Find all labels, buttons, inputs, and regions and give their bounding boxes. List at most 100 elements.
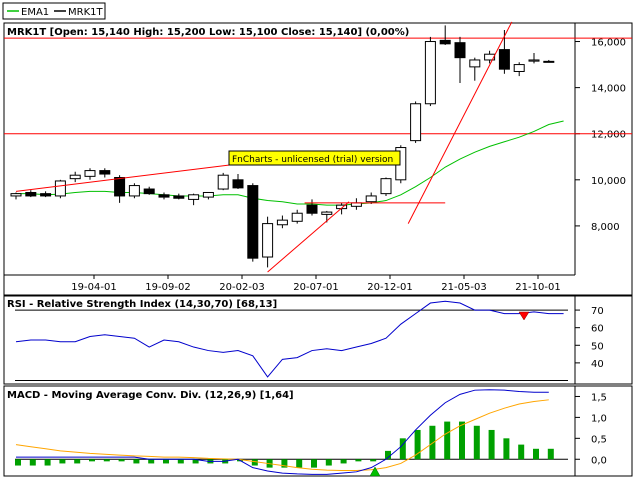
candle-body	[498, 49, 510, 70]
rsi-y-tick-label: 50	[591, 341, 604, 352]
macd-histogram-bar	[503, 438, 510, 460]
macd-histogram-bar	[488, 429, 495, 460]
macd-signal-line	[15, 399, 549, 472]
candle-body	[25, 191, 37, 197]
candle-body	[291, 212, 303, 222]
buy-signal-marker	[369, 466, 381, 477]
macd-panel-title: MACD - Moving Average Conv. Div. (12,26,…	[7, 390, 294, 401]
candle-body	[380, 178, 392, 195]
candle-body	[484, 53, 496, 61]
macd-histogram-bar	[399, 438, 406, 460]
macd-line	[16, 389, 549, 475]
price-y-tick-label: 12,000	[591, 130, 626, 141]
candle-body	[114, 177, 126, 197]
macd-histogram-bar	[311, 459, 317, 468]
macd-histogram-bar	[459, 421, 465, 460]
macd-histogram-bar	[103, 459, 110, 462]
macd-histogram-bar	[44, 459, 51, 466]
rsi-line	[15, 300, 564, 378]
macd-histogram-bar	[340, 459, 347, 464]
legend: EMA1 MRK1T	[2, 2, 106, 20]
legend-ema-label: EMA1	[21, 7, 49, 18]
candle-body	[188, 194, 200, 200]
candle-body	[321, 211, 333, 215]
candle-body	[528, 59, 540, 62]
candle-body	[262, 223, 274, 258]
macd-histogram-bar	[325, 459, 332, 466]
macd-histogram-bar	[355, 459, 362, 462]
macd-histogram-bar	[473, 425, 480, 460]
macd-y-tick-label: 0,5	[591, 434, 607, 445]
macd-histogram-bar	[296, 459, 303, 468]
rsi-panel-title: RSI - Relative Strength Index (14,30,70)…	[7, 299, 277, 310]
rsi-y-tick-label: 70	[591, 306, 604, 317]
macd-histogram-bar	[15, 459, 21, 466]
trend-line	[407, 21, 513, 224]
candle-body	[173, 195, 185, 199]
price-x-tick-label: 21-10-01	[515, 282, 560, 293]
candle-body	[306, 204, 318, 214]
macd-histogram-bar	[251, 459, 258, 466]
price-y-tick-label: 8,000	[591, 222, 620, 233]
trial-watermark: FnCharts - unlicensed (trial) version	[228, 150, 401, 166]
price-x-tick-label: 21-05-03	[441, 282, 486, 293]
price-y-tick-label: 14,000	[591, 84, 626, 95]
macd-histogram-bar	[59, 459, 66, 464]
candle-body	[202, 191, 214, 198]
price-y-tick-label: 10,000	[591, 176, 626, 187]
candle-body	[365, 195, 377, 203]
macd-histogram-bar	[385, 450, 391, 460]
candle-body	[69, 174, 81, 180]
trend-line	[15, 164, 231, 192]
candle-body	[276, 219, 288, 226]
macd-histogram-bar	[518, 444, 525, 460]
price-x-tick-label: 20-02-03	[219, 282, 264, 293]
candle-body	[10, 193, 22, 197]
macd-histogram-bar	[547, 448, 554, 460]
watermark-text: FnCharts - unlicensed (trial) version	[232, 155, 393, 165]
price-x-tick-label: 20-07-01	[293, 282, 338, 293]
macd-histogram-bar	[177, 459, 184, 464]
sell-signal-marker	[518, 311, 530, 321]
candle-body	[543, 60, 555, 63]
macd-y-tick-label: 1,5	[591, 392, 607, 403]
candle-body	[247, 185, 259, 259]
candle-body	[84, 170, 96, 177]
candle-body	[350, 202, 362, 207]
rsi-y-tick-label: 60	[591, 324, 604, 335]
price-panel-title: MRK1T [Open: 15,140 High: 15,200 Low: 15…	[7, 27, 409, 38]
candle-body	[232, 179, 244, 189]
macd-histogram-bar	[429, 425, 436, 460]
macd-histogram-bar	[533, 448, 539, 460]
candle-body	[217, 174, 229, 190]
rsi-y-tick-label: 40	[591, 359, 604, 370]
candle-body	[454, 42, 466, 59]
macd-histogram-bar	[148, 459, 155, 464]
macd-histogram-bar	[89, 459, 95, 462]
macd-histogram-bar	[118, 459, 125, 462]
macd-histogram-bar	[414, 429, 421, 460]
candle-body	[128, 185, 140, 197]
candle-body	[99, 170, 111, 175]
price-x-tick-label: 19-09-02	[145, 282, 190, 293]
candle-body	[469, 59, 481, 68]
price-x-tick-label: 20-12-01	[367, 282, 412, 293]
ema-line	[16, 120, 564, 206]
macd-y-tick-label: 0,0	[591, 455, 607, 466]
macd-histogram-bar	[444, 421, 451, 460]
candle-body	[158, 194, 170, 198]
macd-histogram-bar	[281, 459, 288, 468]
price-y-tick-label: 16,000	[591, 38, 626, 49]
candle-body	[40, 193, 52, 197]
candle-body	[424, 41, 436, 105]
macd-histogram-bar	[74, 459, 81, 464]
legend-price-label: MRK1T	[68, 7, 103, 18]
macd-histogram-bar	[133, 459, 140, 464]
candle-body	[143, 188, 155, 195]
macd-histogram-bar	[163, 459, 169, 464]
candle-body	[54, 180, 66, 197]
macd-y-tick-label: 1,0	[591, 413, 607, 424]
candle-body	[513, 64, 525, 72]
macd-histogram-bar	[370, 459, 377, 462]
